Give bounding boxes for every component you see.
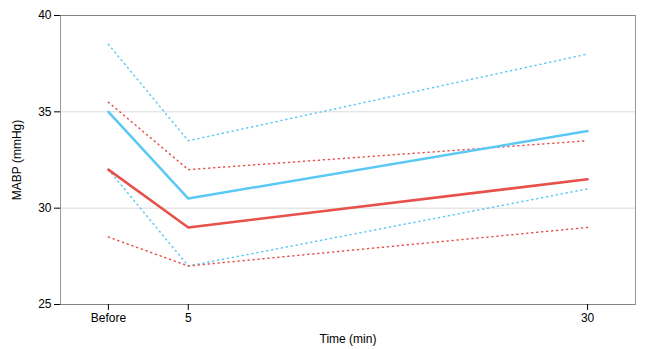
svg-text:30: 30 bbox=[38, 201, 52, 215]
svg-text:40: 40 bbox=[38, 8, 52, 22]
svg-text:MABP (mmHg): MABP (mmHg) bbox=[10, 120, 24, 200]
svg-text:35: 35 bbox=[38, 105, 52, 119]
svg-text:Time (min): Time (min) bbox=[320, 332, 377, 346]
svg-text:25: 25 bbox=[38, 297, 52, 311]
svg-text:30: 30 bbox=[581, 311, 595, 325]
svg-text:5: 5 bbox=[185, 311, 192, 325]
svg-text:Before: Before bbox=[91, 311, 127, 325]
